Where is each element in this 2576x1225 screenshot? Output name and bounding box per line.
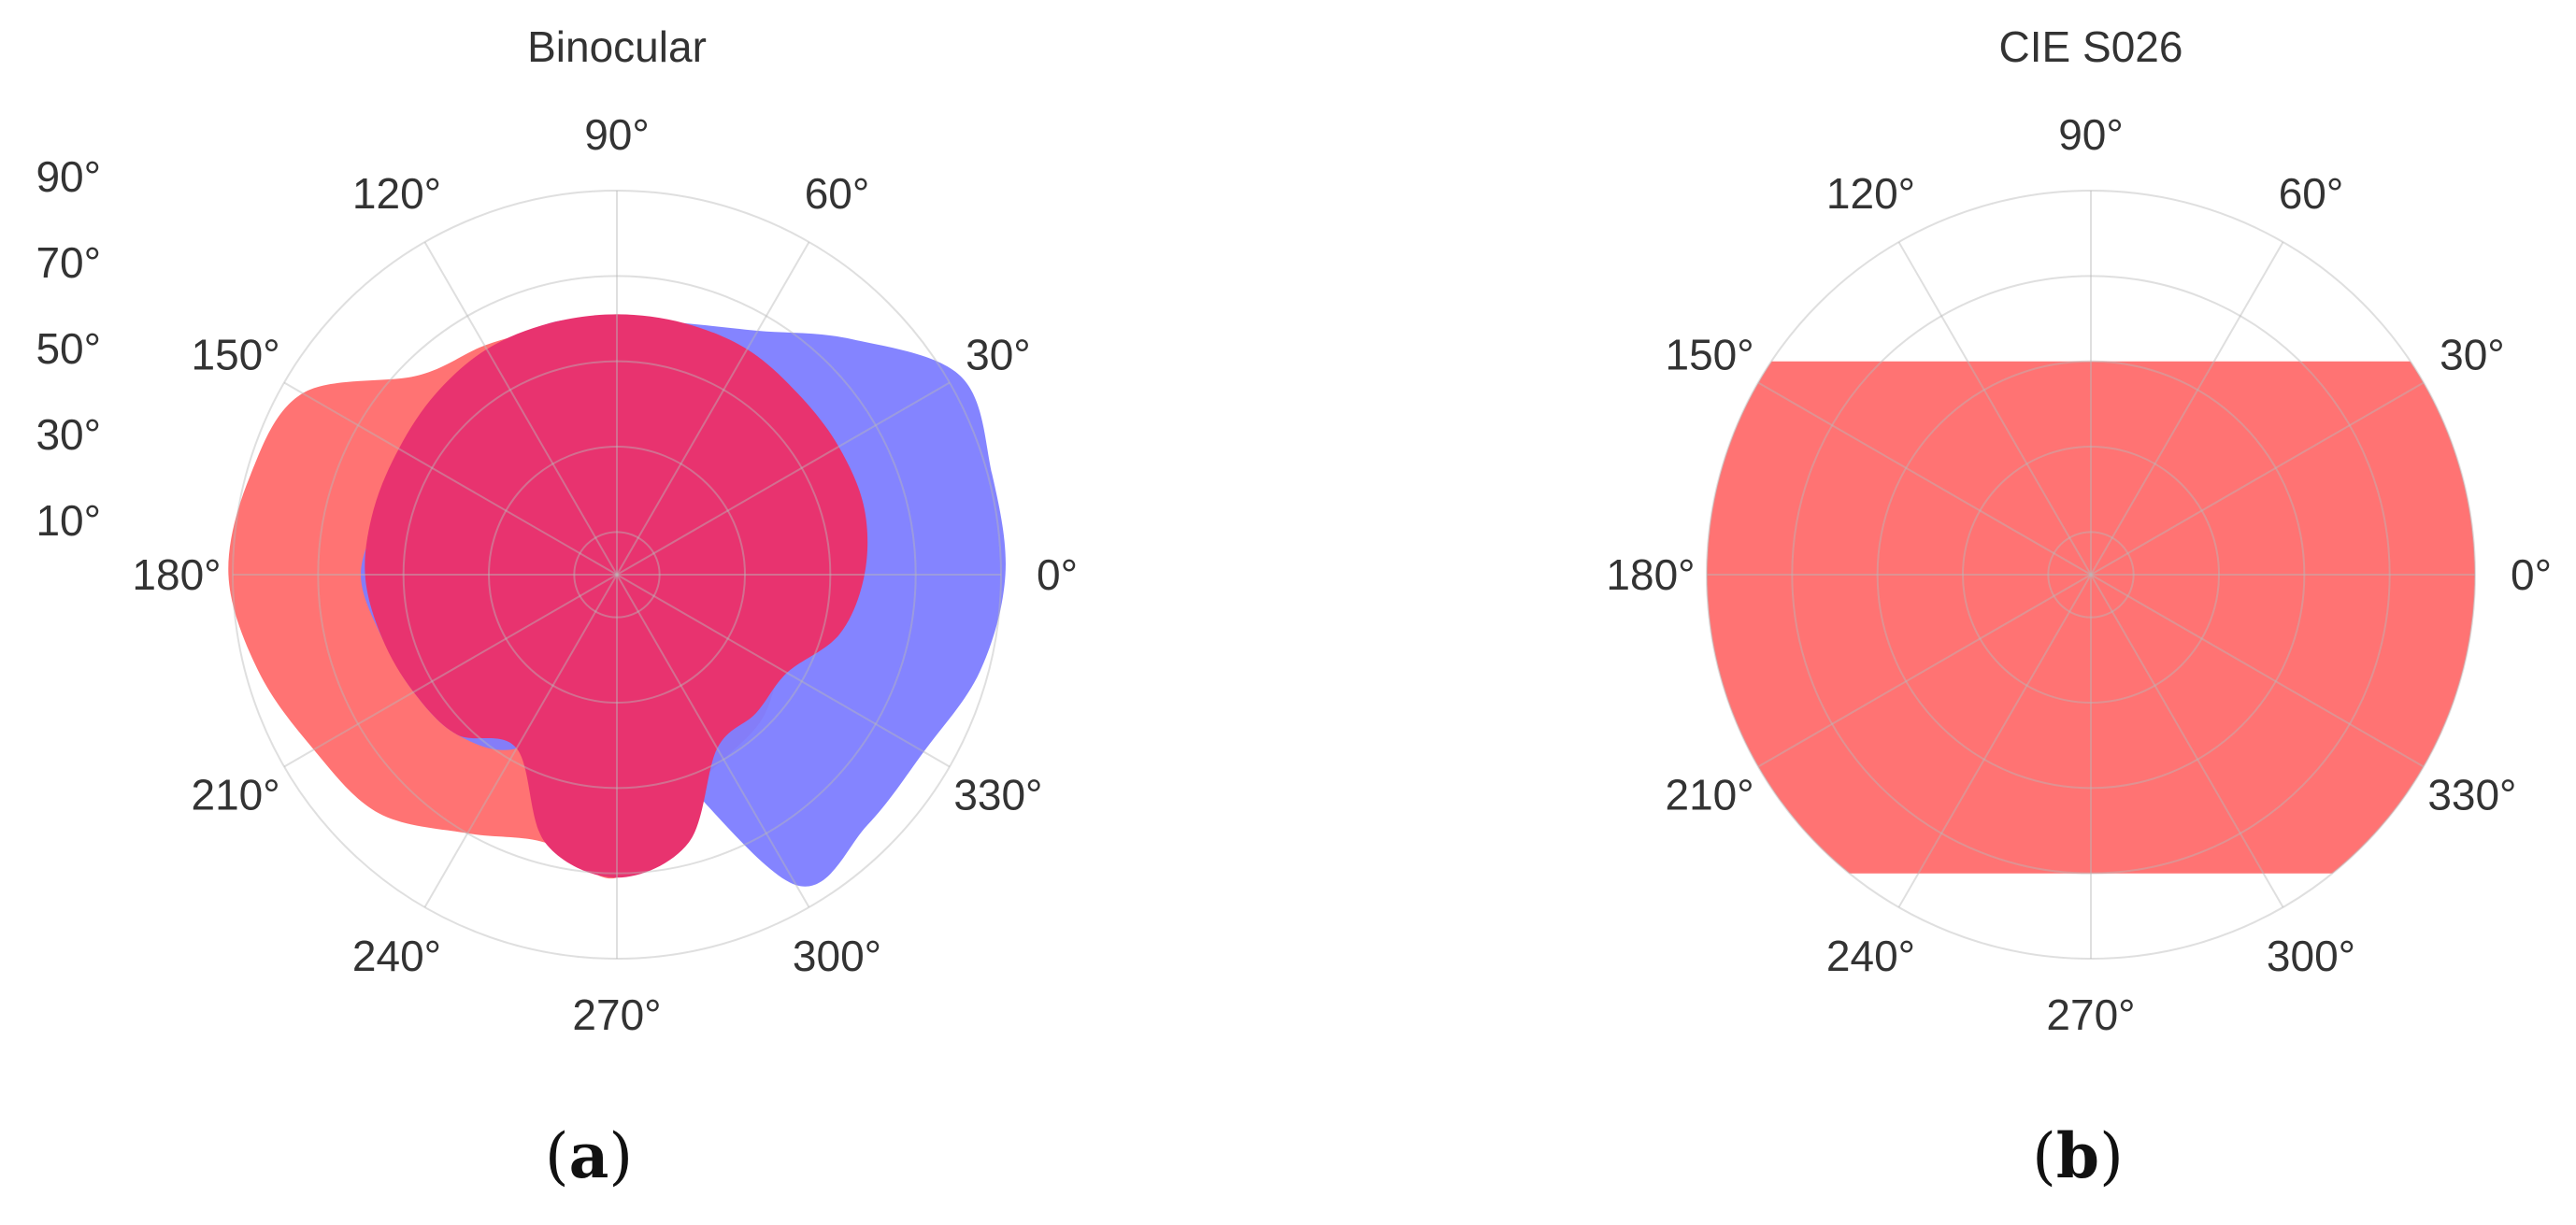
grid-circle	[402, 360, 832, 790]
series-area-2	[365, 314, 868, 878]
caption-letter: a	[569, 1119, 609, 1192]
series-areas	[228, 314, 1006, 887]
chart-title: Binocular	[527, 22, 707, 71]
grid-spoke	[283, 574, 618, 768]
polar-chart-binocular: Binocular 0° 30° 60° 90° 120° 150° 180° 210° 240…	[36, 22, 1078, 1192]
angular-tick-label: 300°	[2267, 932, 2355, 980]
grid-spoke	[423, 241, 618, 576]
grid-spoke	[616, 574, 951, 768]
polar-chart-cie-s026: CIE S026 0° 30° 60° 90° 120° 150° 180° 210° 240°…	[1606, 22, 2552, 1192]
angular-tick-label: 240°	[352, 932, 441, 980]
radial-tick-label: 70°	[36, 238, 101, 287]
radial-tick-label: 10°	[36, 496, 101, 545]
chart-title: CIE S026	[1999, 22, 2183, 71]
angular-tick-label: 30°	[2440, 331, 2505, 379]
grid-circle	[488, 446, 746, 704]
panel-caption-a: (a)	[545, 1119, 633, 1192]
angular-tick-labels: 0° 30° 60° 90° 120° 150° 180° 210° 240° 270° 300° 3…	[132, 110, 1078, 1039]
caption-letter: b	[2056, 1119, 2099, 1192]
grid-spoke	[2090, 241, 2284, 576]
radial-tick-label: 50°	[36, 324, 101, 373]
angular-tick-label: 330°	[953, 771, 1042, 819]
grid-spoke	[2090, 574, 2425, 768]
grid-circle	[1706, 190, 2476, 960]
grid-circle	[232, 190, 1002, 960]
angular-tick-label: 180°	[132, 550, 221, 599]
angular-tick-label: 150°	[192, 331, 280, 379]
angular-tick-labels: 0° 30° 60° 90° 120° 150° 180° 210° 240° 270° 300° 3…	[1606, 110, 2552, 1039]
series-area-0	[1707, 361, 2475, 874]
grid-spoke	[616, 574, 810, 908]
angular-tick-label: 270°	[572, 990, 661, 1039]
grid-spoke	[616, 381, 951, 576]
series-areas	[1707, 361, 2475, 874]
radial-tick-labels: 90° 70° 50° 30° 10°	[36, 152, 101, 545]
polar-grid	[232, 190, 1002, 960]
angular-tick-label: 60°	[2279, 169, 2344, 218]
grid-circle	[317, 275, 917, 875]
angular-tick-label: 90°	[584, 110, 650, 159]
grid-circle	[573, 531, 661, 619]
grid-spoke	[1757, 381, 2092, 576]
grid-spoke	[283, 381, 618, 576]
angular-tick-label: 0°	[2511, 550, 2552, 599]
angular-tick-label: 210°	[1666, 771, 1754, 819]
polar-grid	[1706, 190, 2476, 960]
grid-spoke	[2090, 381, 2425, 576]
panel-caption-b: (b)	[2032, 1119, 2124, 1192]
angular-tick-label: 150°	[1666, 331, 1754, 379]
angular-tick-label: 180°	[1606, 550, 1695, 599]
grid-circle	[2047, 531, 2135, 619]
angular-tick-label: 90°	[2058, 110, 2124, 159]
grid-circle	[1791, 275, 2391, 875]
angular-tick-label: 330°	[2427, 771, 2516, 819]
grid-circle	[1876, 360, 2306, 790]
grid-spoke	[1757, 574, 2092, 768]
angular-tick-label: 30°	[966, 331, 1031, 379]
grid-spoke	[616, 241, 810, 576]
grid-spoke	[2090, 574, 2284, 908]
angular-tick-label: 0°	[1037, 550, 1078, 599]
angular-tick-label: 240°	[1826, 932, 1915, 980]
angular-tick-label: 120°	[352, 169, 441, 218]
angular-tick-label: 60°	[805, 169, 870, 218]
angular-tick-label: 210°	[192, 771, 280, 819]
angular-tick-label: 300°	[793, 932, 881, 980]
grid-spoke	[1897, 574, 2092, 908]
grid-circle	[1962, 446, 2220, 704]
grid-spoke	[1897, 241, 2092, 576]
angular-tick-label: 270°	[2046, 990, 2135, 1039]
grid-spoke	[423, 574, 618, 908]
angular-tick-label: 120°	[1826, 169, 1915, 218]
radial-tick-label: 30°	[36, 410, 101, 459]
radial-tick-label: 90°	[36, 152, 101, 201]
